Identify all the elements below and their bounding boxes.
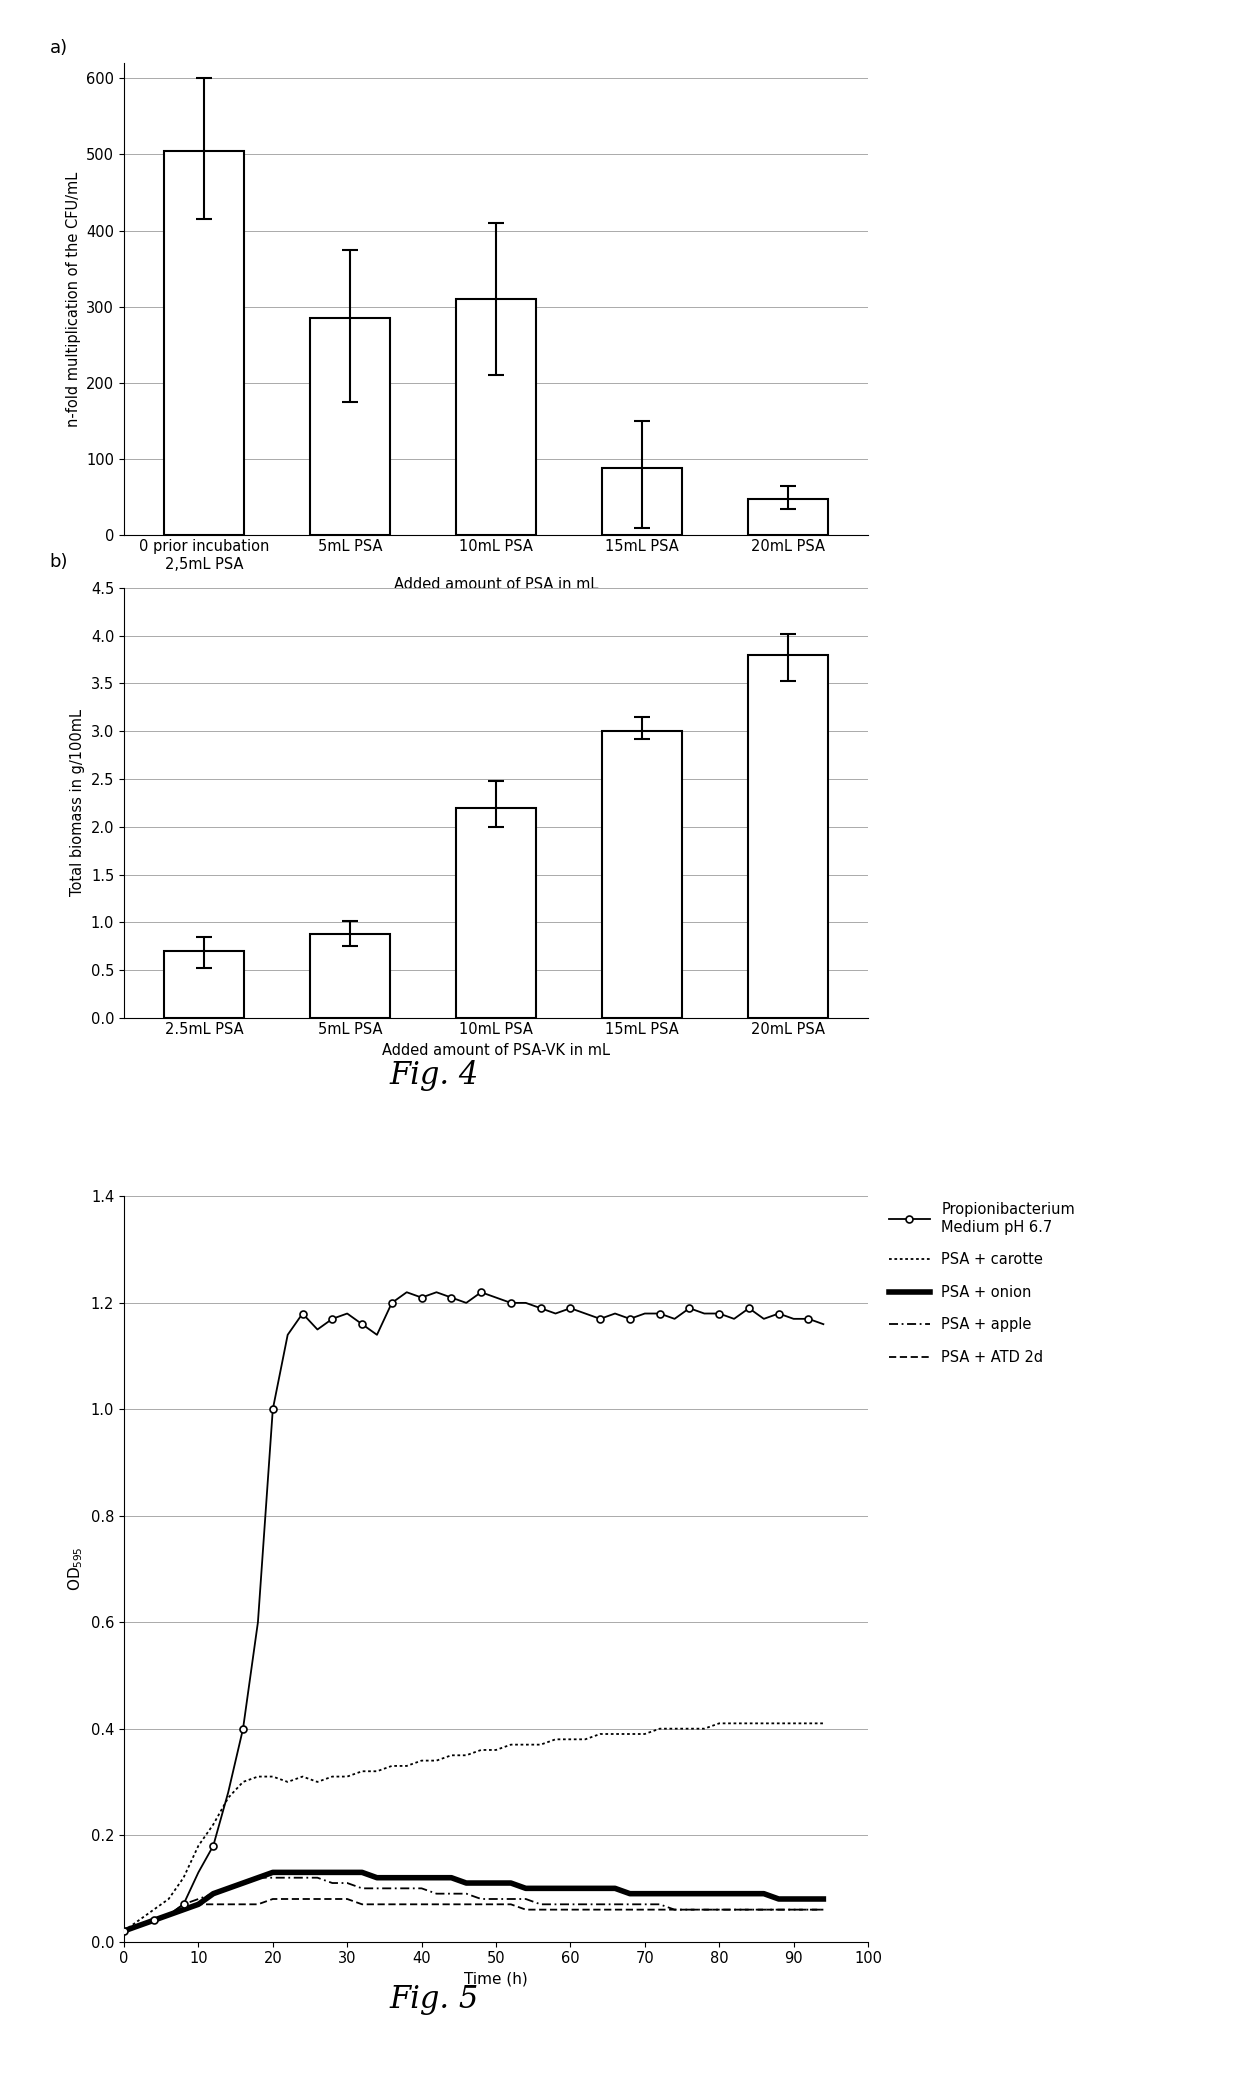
Bar (748, 655, 828, 1018)
X-axis label: Added amount of PSA in mL: Added amount of PSA in mL (394, 577, 598, 592)
Legend: Propionibacterium
Medium pH 6.7, PSA + carotte, PSA + onion, PSA + apple, PSA + : Propionibacterium Medium pH 6.7, PSA + c… (883, 1196, 1081, 1371)
Text: Fig. 5: Fig. 5 (389, 1984, 479, 2015)
Y-axis label: n-fold multiplication of the CFU/mL: n-fold multiplication of the CFU/mL (66, 172, 81, 426)
Bar (601, 730, 682, 1018)
X-axis label: Added amount of PSA-VK in mL: Added amount of PSA-VK in mL (382, 1043, 610, 1058)
Bar (164, 151, 244, 535)
Bar (164, 951, 244, 1018)
Text: a): a) (50, 40, 68, 57)
Text: b): b) (50, 554, 68, 571)
Bar (456, 300, 536, 535)
X-axis label: Time (h): Time (h) (464, 1971, 528, 1988)
Bar (456, 808, 536, 1018)
Bar (310, 319, 391, 535)
Bar (310, 934, 391, 1018)
Bar (601, 468, 682, 535)
Y-axis label: Total biomass in g/100mL: Total biomass in g/100mL (71, 709, 86, 896)
Y-axis label: OD$_{595}$: OD$_{595}$ (67, 1547, 86, 1591)
Text: Fig. 4: Fig. 4 (389, 1060, 479, 1091)
Bar (748, 500, 828, 535)
